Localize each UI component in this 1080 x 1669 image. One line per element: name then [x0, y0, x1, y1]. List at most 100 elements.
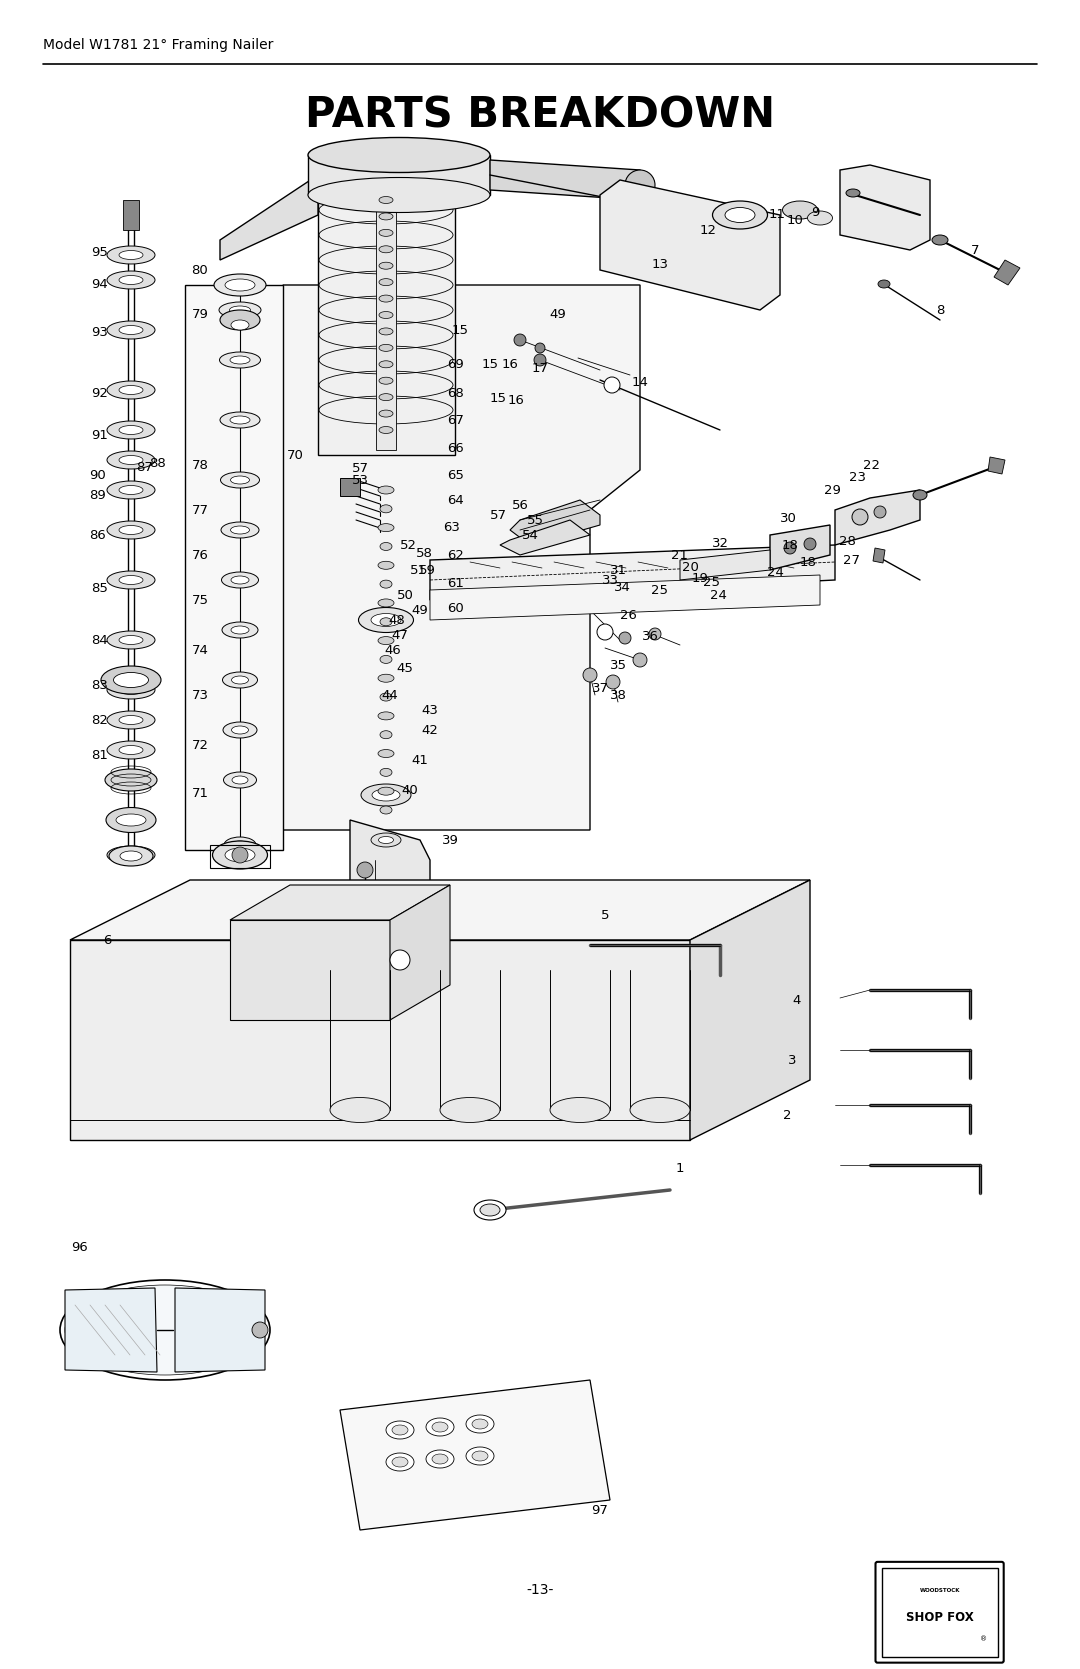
Text: 68: 68 — [447, 387, 464, 399]
Ellipse shape — [107, 846, 156, 865]
Circle shape — [606, 674, 620, 689]
Circle shape — [535, 344, 545, 354]
Polygon shape — [770, 526, 831, 571]
Ellipse shape — [359, 608, 414, 633]
Text: 80: 80 — [191, 264, 208, 277]
Ellipse shape — [231, 320, 249, 330]
Text: 85: 85 — [92, 581, 108, 594]
Ellipse shape — [372, 833, 401, 846]
Text: 15: 15 — [482, 359, 499, 372]
Circle shape — [534, 354, 546, 366]
Text: 91: 91 — [92, 429, 108, 442]
Text: 75: 75 — [191, 594, 208, 606]
Circle shape — [583, 668, 597, 683]
Text: 29: 29 — [824, 484, 840, 496]
Ellipse shape — [630, 1098, 690, 1123]
Ellipse shape — [120, 851, 141, 861]
Text: 53: 53 — [351, 474, 368, 486]
Ellipse shape — [107, 811, 156, 829]
Ellipse shape — [119, 275, 143, 284]
Ellipse shape — [379, 197, 393, 204]
Circle shape — [232, 846, 248, 863]
Ellipse shape — [432, 1454, 448, 1464]
Text: 96: 96 — [71, 1240, 89, 1253]
Text: 22: 22 — [864, 459, 880, 472]
Text: 90: 90 — [90, 469, 106, 481]
Ellipse shape — [113, 673, 149, 688]
Polygon shape — [600, 180, 780, 310]
Ellipse shape — [220, 310, 260, 330]
Text: 25: 25 — [651, 584, 669, 596]
Text: 51: 51 — [409, 564, 427, 576]
Text: 3: 3 — [787, 1053, 796, 1066]
Polygon shape — [70, 940, 690, 1140]
Ellipse shape — [107, 571, 156, 589]
Text: 15: 15 — [489, 392, 507, 404]
Text: 73: 73 — [191, 689, 208, 701]
Text: 50: 50 — [396, 589, 414, 601]
Text: 56: 56 — [512, 499, 528, 511]
Text: 54: 54 — [522, 529, 539, 541]
Ellipse shape — [219, 352, 260, 367]
Text: 76: 76 — [191, 549, 208, 561]
Text: 32: 32 — [712, 536, 729, 549]
Text: 9: 9 — [811, 205, 820, 219]
Ellipse shape — [220, 472, 259, 487]
Ellipse shape — [846, 189, 860, 197]
Ellipse shape — [378, 749, 394, 758]
Ellipse shape — [220, 412, 260, 427]
Ellipse shape — [222, 723, 257, 738]
Ellipse shape — [225, 279, 255, 290]
Text: 81: 81 — [92, 748, 108, 761]
Text: -13-: -13- — [526, 1582, 554, 1597]
Ellipse shape — [119, 636, 143, 644]
Text: SHOP FOX: SHOP FOX — [906, 1611, 973, 1624]
Text: 52: 52 — [400, 539, 417, 551]
Text: 67: 67 — [447, 414, 464, 427]
Text: 84: 84 — [92, 634, 108, 646]
Ellipse shape — [330, 1098, 390, 1123]
Ellipse shape — [378, 524, 394, 532]
Polygon shape — [994, 260, 1020, 285]
Ellipse shape — [102, 666, 161, 694]
Ellipse shape — [109, 846, 153, 866]
Ellipse shape — [380, 542, 392, 551]
Text: 36: 36 — [642, 629, 659, 643]
Text: 58: 58 — [416, 546, 432, 559]
Ellipse shape — [480, 1203, 500, 1217]
Text: 64: 64 — [447, 494, 464, 506]
Text: 48: 48 — [389, 614, 405, 626]
Text: 59: 59 — [419, 564, 435, 576]
Ellipse shape — [378, 599, 394, 608]
Ellipse shape — [214, 274, 266, 295]
Text: 89: 89 — [90, 489, 106, 501]
Polygon shape — [500, 521, 590, 556]
Ellipse shape — [380, 806, 392, 814]
Text: 34: 34 — [613, 581, 631, 594]
Polygon shape — [308, 155, 490, 195]
Ellipse shape — [380, 504, 392, 512]
Ellipse shape — [231, 676, 248, 684]
Ellipse shape — [107, 421, 156, 439]
Ellipse shape — [107, 741, 156, 759]
Ellipse shape — [379, 411, 393, 417]
Text: 21: 21 — [672, 549, 689, 561]
Ellipse shape — [230, 355, 249, 364]
Ellipse shape — [106, 808, 156, 833]
Circle shape — [852, 509, 868, 526]
Text: 62: 62 — [447, 549, 464, 561]
Text: 92: 92 — [92, 387, 108, 399]
Polygon shape — [318, 165, 455, 456]
Ellipse shape — [378, 836, 393, 843]
Text: 19: 19 — [691, 571, 708, 584]
Ellipse shape — [224, 836, 256, 853]
Text: 16: 16 — [508, 394, 525, 407]
Ellipse shape — [232, 776, 248, 784]
Ellipse shape — [380, 618, 392, 626]
Polygon shape — [350, 819, 430, 920]
Text: 13: 13 — [651, 259, 669, 272]
Ellipse shape — [380, 768, 392, 776]
Text: 46: 46 — [384, 644, 402, 656]
Ellipse shape — [379, 279, 393, 285]
Ellipse shape — [372, 614, 401, 626]
